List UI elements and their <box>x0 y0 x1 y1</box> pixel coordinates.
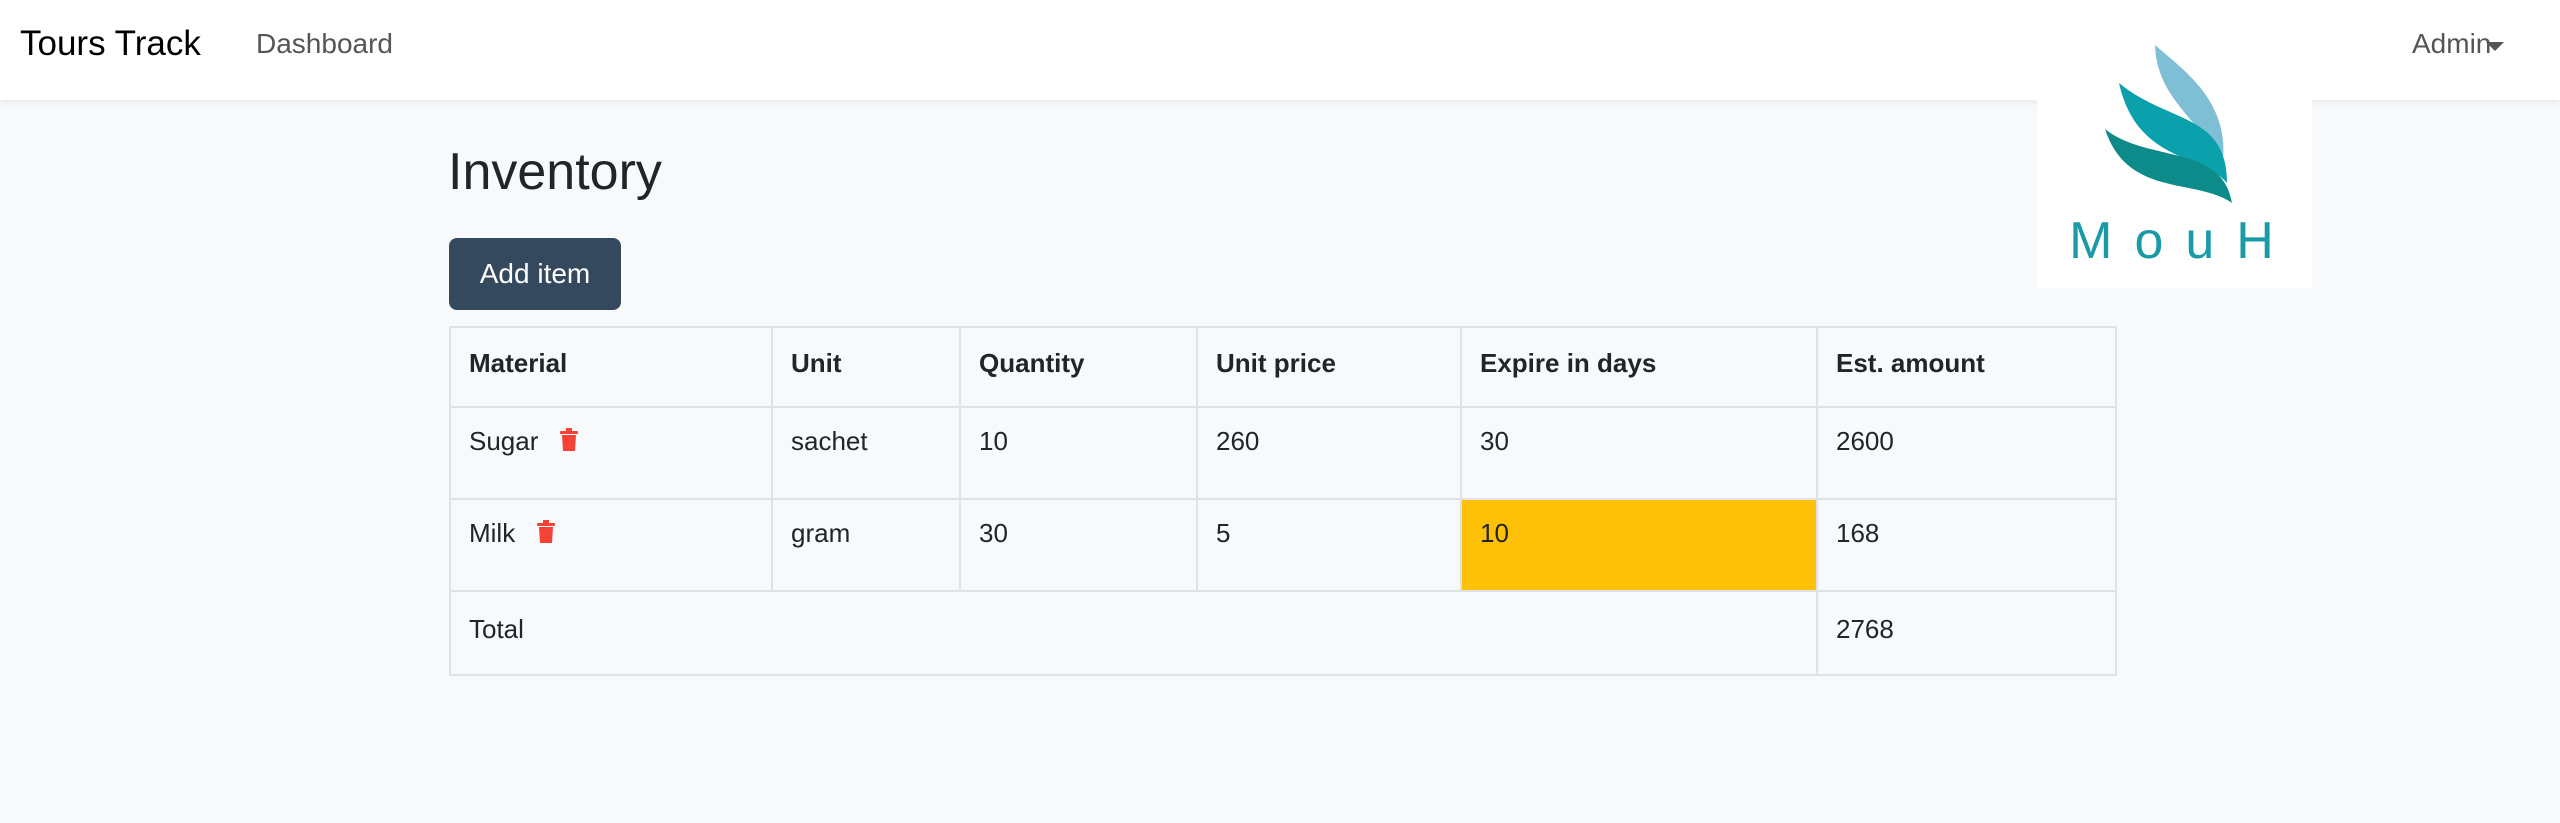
add-item-button[interactable]: Add item <box>449 238 621 310</box>
cell-unit-price: 5 <box>1196 498 1462 592</box>
table-row: Sugar sachet 10 260 30 2600 <box>449 406 2117 500</box>
header-material: Material <box>449 326 773 408</box>
header-expire-in-days: Expire in days <box>1460 326 1818 408</box>
material-name: Milk <box>469 518 516 548</box>
header-unit: Unit <box>771 326 961 408</box>
nav-link-dashboard[interactable]: Dashboard <box>256 28 393 59</box>
inventory-table: Material Unit Quantity Unit price Expire… <box>449 326 2117 676</box>
trash-icon[interactable] <box>560 428 579 459</box>
cell-unit-price: 260 <box>1196 406 1462 500</box>
header-quantity: Quantity <box>959 326 1198 408</box>
header-unit-price: Unit price <box>1196 326 1462 408</box>
cell-expire-in-days: 30 <box>1460 406 1818 500</box>
total-label: Total <box>449 590 1818 676</box>
total-row: Total 2768 <box>449 590 2117 676</box>
page-title: Inventory <box>448 143 662 201</box>
cell-quantity: 10 <box>959 406 1198 500</box>
cell-material: Milk <box>449 498 773 592</box>
brand[interactable]: Tours Track <box>20 24 201 63</box>
header-est-amount: Est. amount <box>1816 326 2117 408</box>
cell-est-amount: 2600 <box>1816 406 2117 500</box>
logo-waves <box>2105 45 2232 203</box>
cell-quantity: 30 <box>959 498 1198 592</box>
user-menu[interactable]: Admin <box>2412 28 2492 59</box>
cell-unit: sachet <box>771 406 961 500</box>
logo-text: MouH <box>2069 212 2296 270</box>
cell-est-amount: 168 <box>1816 498 2117 592</box>
caret-down-icon[interactable] <box>2486 42 2504 51</box>
cell-unit: gram <box>771 498 961 592</box>
cell-material: Sugar <box>449 406 773 500</box>
logo: MouH <box>2037 33 2312 288</box>
cell-expire-in-days-warning: 10 <box>1460 498 1818 592</box>
material-name: Sugar <box>469 426 539 456</box>
trash-icon[interactable] <box>537 520 556 551</box>
table-row: Milk gram 30 5 10 168 <box>449 498 2117 592</box>
table-header-row: Material Unit Quantity Unit price Expire… <box>449 326 2117 408</box>
total-value: 2768 <box>1816 590 2117 676</box>
